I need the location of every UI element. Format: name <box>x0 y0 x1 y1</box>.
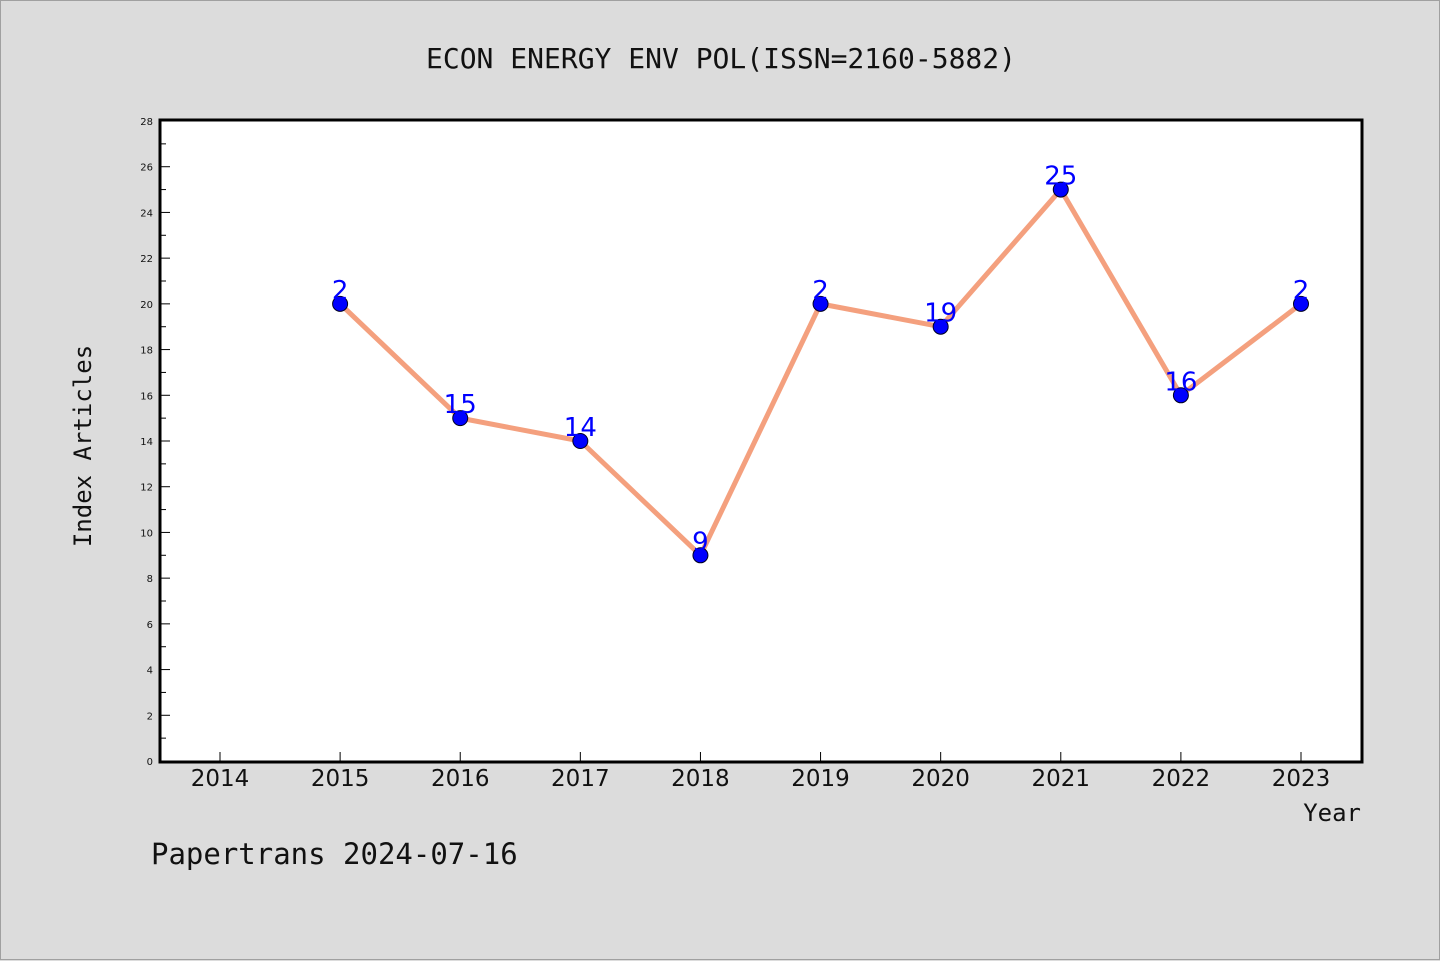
y-tick-label: 6 <box>147 620 153 631</box>
y-tick-label: 0 <box>147 757 153 768</box>
data-point <box>932 318 949 335</box>
data-labels: 2 15 14 9 2 19 25 16 2 <box>332 162 1309 558</box>
x-axis-title: Year <box>1303 799 1361 827</box>
y-tick-label: 8 <box>147 574 153 585</box>
x-tick-label: 2016 <box>431 766 490 792</box>
data-label: 25 <box>1044 162 1077 192</box>
data-label: 9 <box>692 527 709 557</box>
data-label: 15 <box>444 390 477 420</box>
x-tick-label: 2019 <box>791 766 850 792</box>
data-label: 2 <box>1293 276 1310 306</box>
data-point <box>452 410 469 427</box>
chart-title: ECON ENERGY ENV POL(ISSN=2160-5882) <box>426 42 1016 75</box>
data-label: 2 <box>812 276 829 306</box>
data-point <box>812 295 829 312</box>
y-tick-label: 2 <box>147 711 153 722</box>
data-label: 2 <box>332 276 349 306</box>
footer-credit: Papertrans 2024-07-16 <box>151 837 518 871</box>
x-tick-label: 2014 <box>191 766 250 792</box>
x-tick-label: 2017 <box>551 766 610 792</box>
y-tick-label: 10 <box>140 528 153 539</box>
data-point <box>1052 181 1069 198</box>
data-label: 19 <box>924 299 957 329</box>
data-point <box>332 295 349 312</box>
data-label: 16 <box>1164 367 1197 397</box>
x-tick-label: 2023 <box>1272 766 1331 792</box>
y-tick-label: 28 <box>140 117 153 128</box>
plot-area <box>158 118 1364 764</box>
y-tick-label: 22 <box>140 254 153 265</box>
y-tick-label: 14 <box>140 437 153 448</box>
y-tick-label: 18 <box>140 346 153 357</box>
y-tick-label: 20 <box>140 300 153 311</box>
data-label: 14 <box>564 413 597 443</box>
x-tick-label: 2021 <box>1032 766 1091 792</box>
data-point <box>1172 387 1189 404</box>
y-tick-label: 4 <box>147 666 153 677</box>
x-tick-label: 2022 <box>1152 766 1211 792</box>
y-tick-label: 16 <box>140 391 153 402</box>
x-axis: 2014 2015 2016 2017 2018 2019 2020 2021 2022 2023 <box>191 752 1331 792</box>
y-tick-label: 24 <box>140 208 153 219</box>
x-tick-label: 2015 <box>311 766 370 792</box>
y-axis-title: Index Articles <box>69 345 97 547</box>
data-point <box>692 547 709 564</box>
x-tick-label: 2018 <box>671 766 730 792</box>
data-point <box>1293 295 1309 312</box>
y-tick-label: 26 <box>140 163 153 174</box>
data-markers <box>332 181 1309 564</box>
y-tick-label: 12 <box>140 483 153 494</box>
x-tick-label: 2020 <box>911 766 970 792</box>
data-point <box>572 433 589 449</box>
